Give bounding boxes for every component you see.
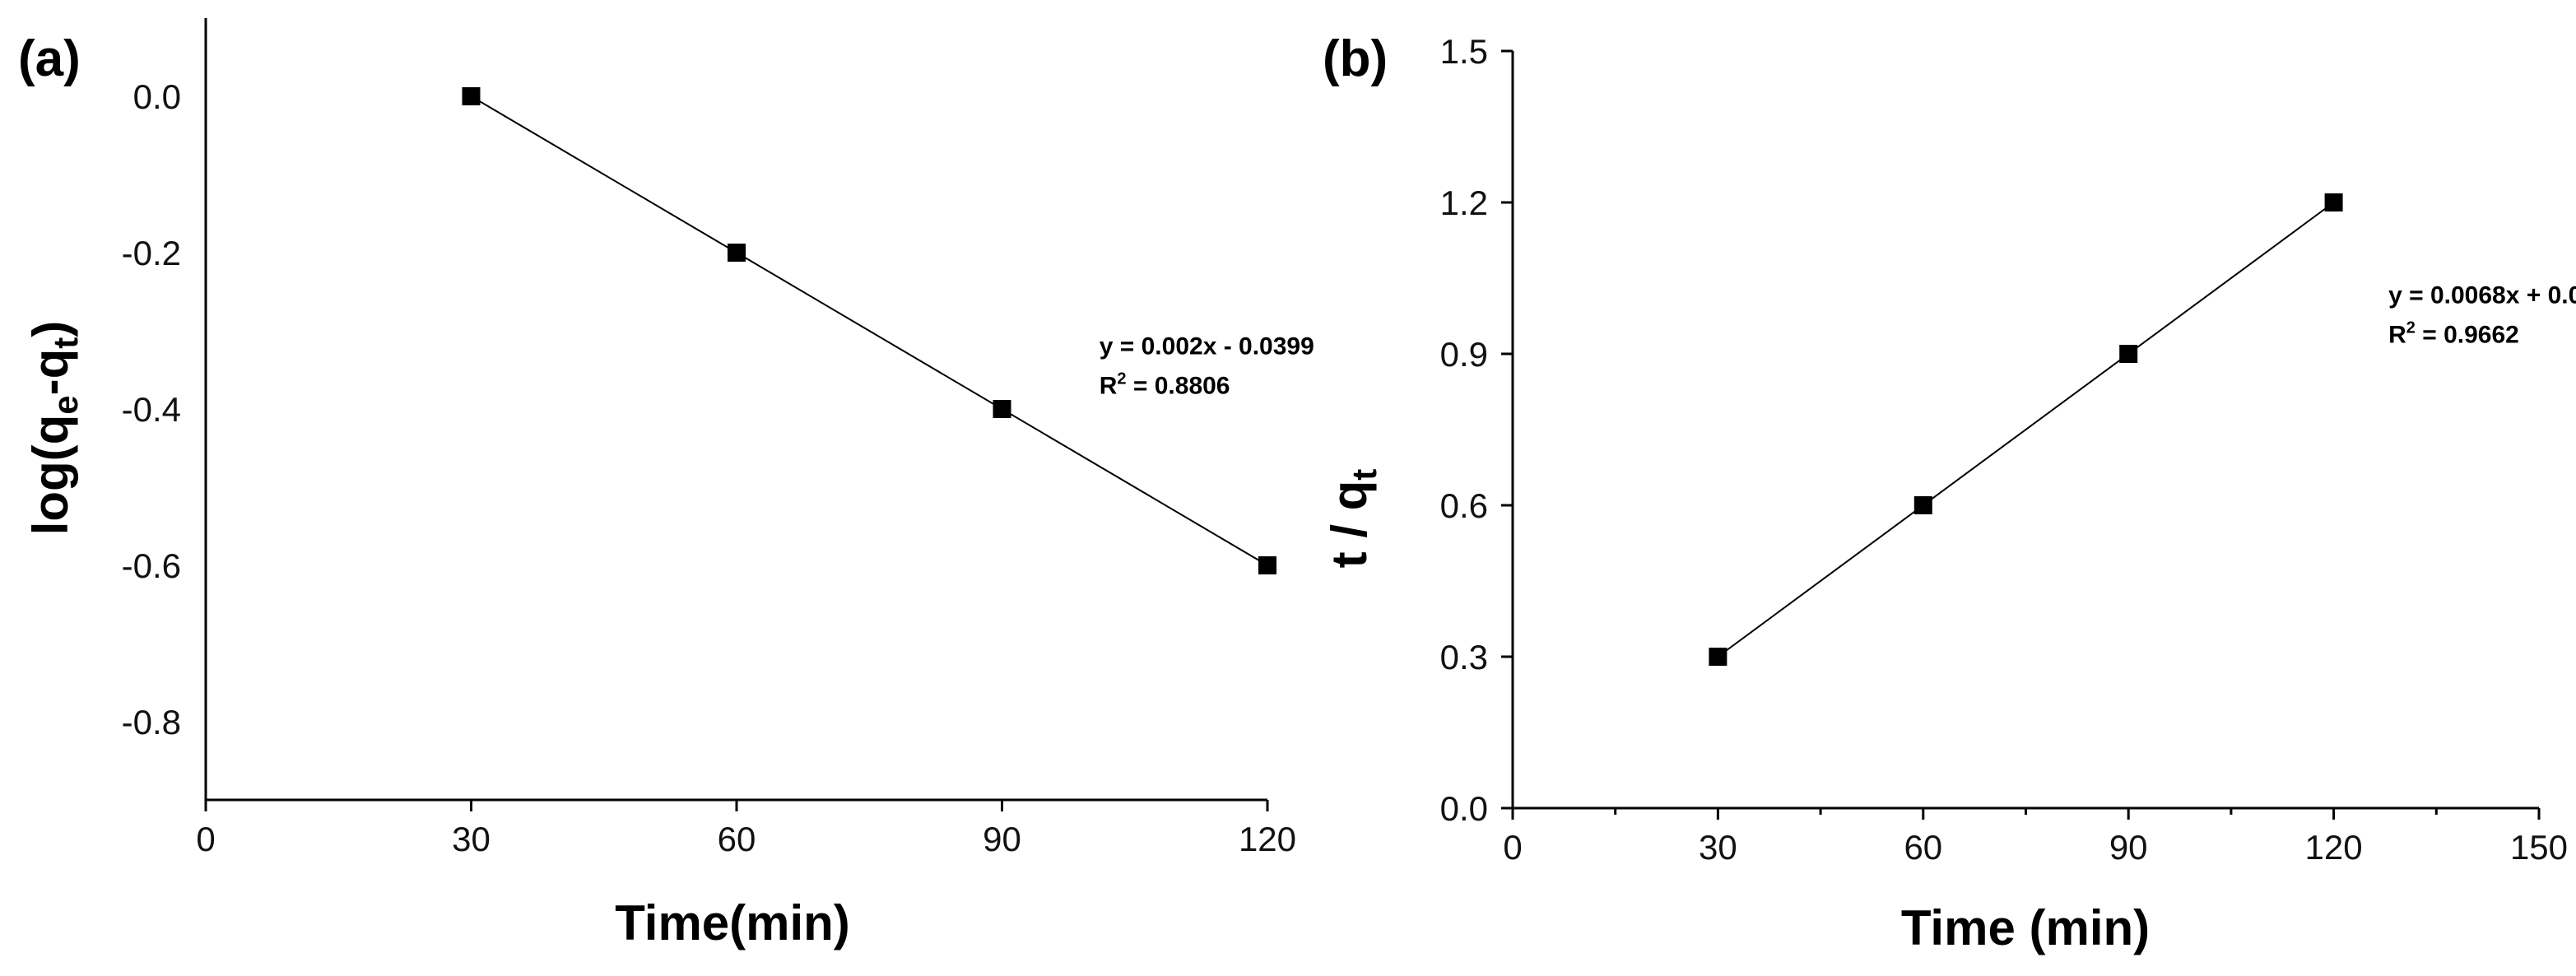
panel-b-ytick-label: 1.2 [1440,184,1488,222]
panel-a-fit-line [470,95,1268,566]
panel-b-xtick-label: 120 [2305,828,2363,867]
panel-b-markers [1709,193,2343,666]
panel-b-xtick-label: 0 [1503,828,1522,867]
panel-a-ytick-label: -0.6 [122,546,181,585]
panel-b-data-point [1709,648,1727,666]
panel-b-data-point [2324,193,2343,211]
panel-a-fit-layer [470,95,1268,566]
panel-a-xtick-label: 0 [196,820,215,858]
panel-b-fit-line [1717,202,2335,658]
panel-a-ytick-label: -0.2 [122,234,181,272]
panel-b-ytick-label: 1.5 [1440,32,1488,71]
panel-a-ytick-labels: 0.0 -0.2 -0.4 -0.6 -0.8 [122,77,181,741]
panel-b-equation: y = 0.0068x + 0.0553 [2388,282,2576,309]
panel-a-xtick-label: 120 [1239,820,1296,858]
panel-a-equation: y = 0.002x - 0.0399 [1100,333,1314,360]
panel-b-ytick-labels: 0.0 0.3 0.6 0.9 1.2 1.5 [1440,32,1488,828]
panel-b-label: (b) [1323,30,1388,87]
panel-a-xtick-label: 60 [718,820,756,858]
panel-b: (b) 0 30 60 90 120 150 0.0 0.3 0.6 0.9 1.2 1.5 Tim… [1322,30,2576,955]
panel-a-ylabel: log(qe-qt) [23,321,85,536]
panel-a-data-point [462,87,481,105]
panel-b-ylabel: t / qt [1322,469,1383,569]
panel-a-ytick-label: -0.4 [122,390,181,429]
panel-a-xlabel: Time(min) [615,895,850,950]
panel-b-xtick-labels: 0 30 60 90 120 150 [1503,828,2568,867]
panel-a-xtick-label: 90 [983,820,1021,858]
panel-a-axes [204,18,1269,811]
panel-a-xtick-labels: 0 30 60 90 120 [196,820,1296,858]
panel-a-markers [462,87,1276,574]
panel-a-r-squared: R2 = 0.8806 [1100,370,1230,400]
panel-b-xlabel: Time (min) [1901,900,2150,955]
panel-b-xtick-label: 150 [2510,828,2568,867]
panel-b-xtick-label: 30 [1699,828,1737,867]
panel-a-data-point [993,400,1011,418]
panel-a-label: (a) [18,30,81,87]
panel-b-r-squared: R2 = 0.9662 [2388,319,2519,349]
panel-b-data-point [1913,496,1932,514]
panel-a-xtick-label: 30 [452,820,491,858]
panel-b-xtick-label: 60 [1904,828,1942,867]
panel-a: (a) 0 30 60 90 120 0.0 -0.2 -0.4 -0.6 -0.8 Time(… [18,18,1314,950]
panel-b-ytick-label: 0.6 [1440,486,1488,525]
panel-b-ytick-label: 0.3 [1440,638,1488,676]
panel-a-ytick-label: -0.8 [122,703,181,741]
panel-a-data-point [728,244,746,262]
panel-b-xtick-label: 90 [2109,828,2148,867]
panel-b-data-point [2119,345,2138,363]
panel-a-ytick-label: 0.0 [133,77,181,116]
panel-b-ytick-label: 0.0 [1440,789,1488,828]
panel-b-axes [1501,49,2541,820]
panel-b-fit-layer [1717,202,2335,658]
panel-b-ytick-label: 0.9 [1440,335,1488,374]
panel-a-data-point [1258,556,1276,574]
